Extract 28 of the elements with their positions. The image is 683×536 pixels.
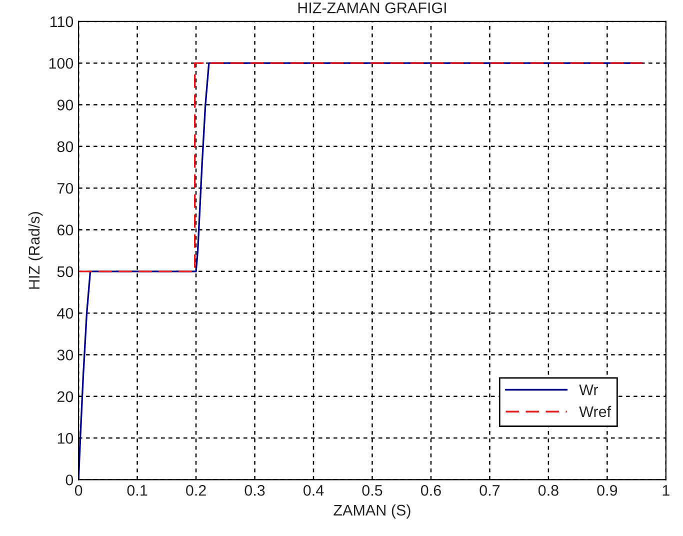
x-tick-label: 0.7 [480,484,500,496]
x-tick-label: 0 [74,484,82,496]
y-tick-label: 10 [58,432,74,444]
x-tick-label: 0.4 [303,484,324,496]
y-tick-label: 0 [66,474,74,486]
x-tick-label: 0.3 [244,484,265,496]
y-tick-label: 30 [57,350,74,360]
x-tick-label: 1 [662,485,670,496]
y-tick-label: 110 [50,16,74,28]
chart-title: HIZ-ZAMAN GRAFIGI [298,2,446,14]
y-tick-label: 50 [57,266,74,278]
y-tick-label: 20 [57,391,74,402]
x-tick-label: 0.8 [538,484,558,496]
y-tick-label: 40 [57,308,74,319]
y-tick-label: 80 [57,141,74,152]
y-tick-label: 100 [49,58,74,69]
x-tick-label: 0.6 [420,484,441,496]
y-axis-title: HIZ (Rad/s) [28,212,43,289]
y-tick-label: 60 [57,224,74,236]
x-axis-title: ZAMAN (S) [334,504,410,519]
legend-label: Wr [579,384,598,396]
x-tick-label: 0.2 [186,484,206,496]
x-tick-label: 0.9 [597,484,618,496]
legend-label: Wref [579,406,612,418]
x-tick-label: 0.5 [362,484,382,496]
y-tick-label: 90 [57,100,74,110]
y-tick-label: 70 [57,182,74,194]
x-tick-label: 0.1 [127,484,148,496]
